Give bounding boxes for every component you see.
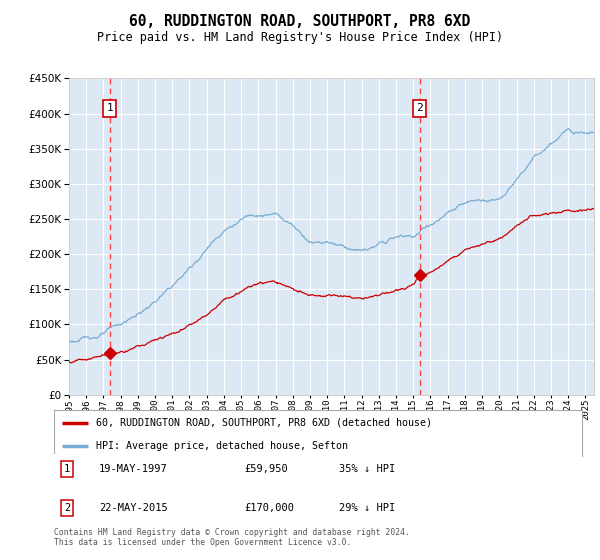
Text: 2: 2 [416,104,423,114]
Text: £59,950: £59,950 [244,464,288,474]
Text: HPI: Average price, detached house, Sefton: HPI: Average price, detached house, Seft… [96,441,348,451]
Text: Price paid vs. HM Land Registry's House Price Index (HPI): Price paid vs. HM Land Registry's House … [97,31,503,44]
Text: Contains HM Land Registry data © Crown copyright and database right 2024.
This d: Contains HM Land Registry data © Crown c… [54,528,410,548]
Text: 60, RUDDINGTON ROAD, SOUTHPORT, PR8 6XD: 60, RUDDINGTON ROAD, SOUTHPORT, PR8 6XD [130,14,470,29]
Text: 35% ↓ HPI: 35% ↓ HPI [339,464,395,474]
Text: 2: 2 [64,503,70,513]
Text: 29% ↓ HPI: 29% ↓ HPI [339,503,395,513]
Text: 60, RUDDINGTON ROAD, SOUTHPORT, PR8 6XD (detached house): 60, RUDDINGTON ROAD, SOUTHPORT, PR8 6XD … [96,418,432,428]
Text: 1: 1 [64,464,70,474]
Text: 22-MAY-2015: 22-MAY-2015 [99,503,167,513]
Text: 19-MAY-1997: 19-MAY-1997 [99,464,167,474]
Text: £170,000: £170,000 [244,503,294,513]
Text: 1: 1 [107,104,113,114]
